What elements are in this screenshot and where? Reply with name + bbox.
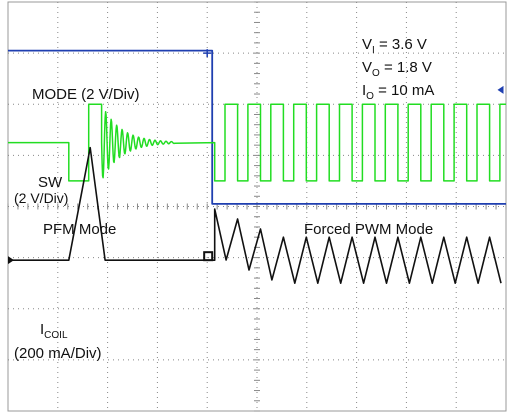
icoil-ground-marker (8, 256, 14, 265)
traces (8, 49, 506, 284)
condition-io: IO = 10 mA (362, 82, 435, 102)
condition-vo: VO = 1.8 V (362, 59, 432, 79)
icoil-marker (203, 251, 214, 262)
icoil-trace-label: ICOIL (40, 321, 68, 344)
icoil-subscript: COIL (44, 330, 68, 341)
condition-vi: VI = 3.6 V (362, 36, 427, 56)
sw-trace-scale: (2 V/Div) (14, 190, 69, 206)
grid (7, 1, 507, 412)
icoil-symbol: I (40, 321, 45, 338)
pfm-mode-label: PFM Mode (43, 221, 117, 238)
mode-trace (8, 49, 506, 205)
icoil-trace-scale: (200 mA/Div) (14, 345, 102, 362)
mode-trace-label: MODE (2 V/Div) (32, 86, 140, 103)
forced-pwm-mode-label: Forced PWM Mode (304, 221, 434, 238)
trigger-level-marker (497, 85, 504, 94)
icoil-trace (8, 146, 502, 284)
sw-trace (8, 103, 506, 182)
sw-trace-label: SW (38, 174, 63, 191)
